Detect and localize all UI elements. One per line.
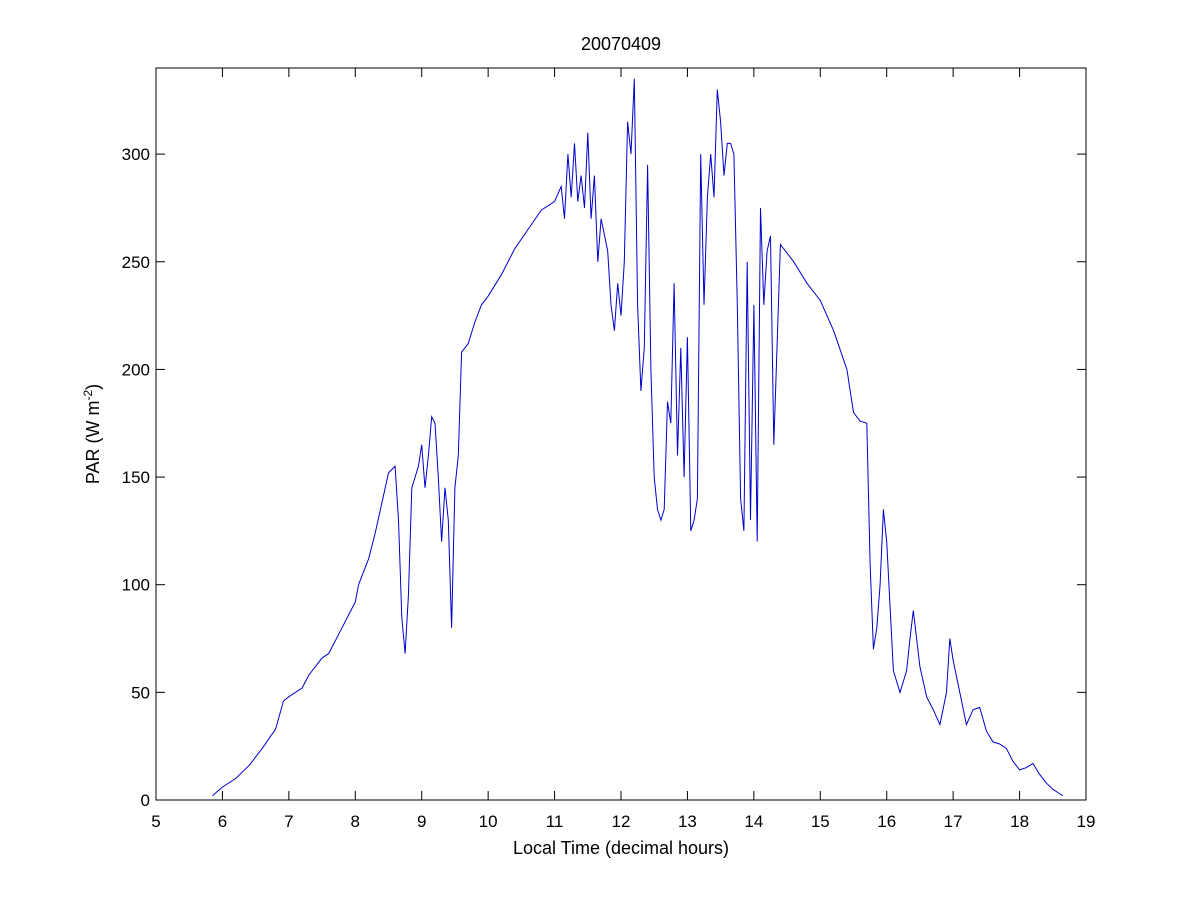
x-tick-label: 19 [1077,812,1096,831]
y-tick-label: 50 [131,683,150,702]
x-tick-label: 9 [417,812,426,831]
x-tick-label: 16 [877,812,896,831]
plot-area [155,67,1087,801]
x-tick-label: 10 [479,812,498,831]
y-tick-label: 0 [141,791,150,810]
x-tick-label: 5 [151,812,160,831]
y-tick-label: 100 [122,576,150,595]
x-tick-label: 7 [284,812,293,831]
tick-labels: 5 6 7 8 9 10 11 12 13 14 15 16 17 18 19 0 50 100 150 200 250… [122,145,1096,831]
x-tick-label: 17 [944,812,963,831]
x-tick-label: 8 [351,812,360,831]
x-tick-label: 18 [1010,812,1029,831]
x-tick-label: 11 [546,812,564,831]
y-axis-label-superscript: -2 [81,390,95,401]
x-tick-label: 14 [744,812,763,831]
y-tick-label: 250 [122,253,150,272]
x-axis-label: Local Time (decimal hours) [513,838,729,858]
x-tick-label: 15 [811,812,830,831]
y-tick-label: 200 [122,360,150,379]
y-axis-label: PAR (W m-2) [81,384,103,484]
par-series-line [212,78,1064,797]
y-tick-label: 150 [122,468,150,487]
y-tick-label: 300 [122,145,150,164]
y-axis-label-main: PAR (W m [83,401,103,485]
axis-ticks [155,68,1087,801]
chart-title: 20070409 [581,34,661,54]
x-tick-label: 13 [678,812,697,831]
x-tick-label: 6 [218,812,227,831]
x-tick-label: 12 [612,812,631,831]
y-axis-label-end: ) [83,384,103,390]
